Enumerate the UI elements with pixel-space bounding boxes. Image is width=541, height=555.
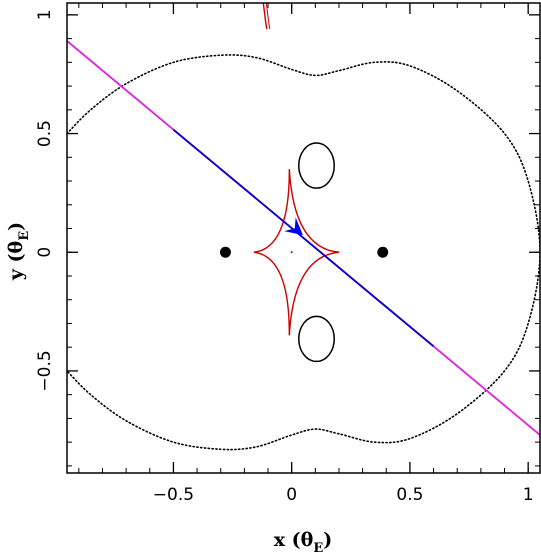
critical-oval-2	[298, 315, 335, 363]
caustic-top-fragment	[262, 3, 268, 30]
plot-frame	[66, 2, 541, 474]
caustic-top-fragment-2	[265, 3, 271, 30]
x-tick-label: 1	[523, 485, 534, 505]
critical-curve-outer	[67, 54, 540, 451]
y-tick-label: −0.5	[35, 350, 55, 391]
y-tick-label: 0	[35, 247, 55, 258]
lens-1	[219, 246, 231, 258]
y-tick-label: 0.5	[35, 120, 55, 147]
caustic-center-dot	[290, 251, 293, 254]
x-tick-label: −0.5	[153, 485, 194, 505]
y-tick-label: 1	[35, 9, 55, 20]
lens-2	[377, 246, 389, 258]
caustic-central	[253, 169, 340, 336]
x-axis-label: x (θE)	[274, 529, 333, 555]
axes: −0.5 0 0.5 1 −0.5 0 0.5 1	[35, 2, 541, 505]
x-tick-label: 0	[286, 485, 297, 505]
critical-oval-1	[298, 142, 335, 189]
plot-area	[67, 3, 540, 451]
plot-marks	[67, 3, 540, 451]
direction-arrow	[284, 217, 303, 236]
x-tick-label: 0.5	[396, 485, 423, 505]
y-axis-label: y (θE)	[5, 222, 32, 281]
trajectory-inner	[172, 128, 435, 348]
